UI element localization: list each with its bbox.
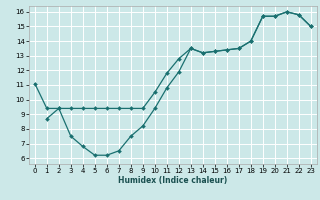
X-axis label: Humidex (Indice chaleur): Humidex (Indice chaleur) bbox=[118, 176, 228, 185]
